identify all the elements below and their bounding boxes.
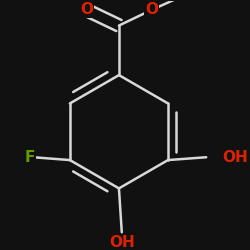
Text: O: O bbox=[145, 2, 158, 18]
Text: O: O bbox=[80, 2, 93, 18]
Text: OH: OH bbox=[222, 150, 248, 165]
Text: F: F bbox=[25, 150, 35, 165]
Text: OH: OH bbox=[109, 235, 135, 250]
